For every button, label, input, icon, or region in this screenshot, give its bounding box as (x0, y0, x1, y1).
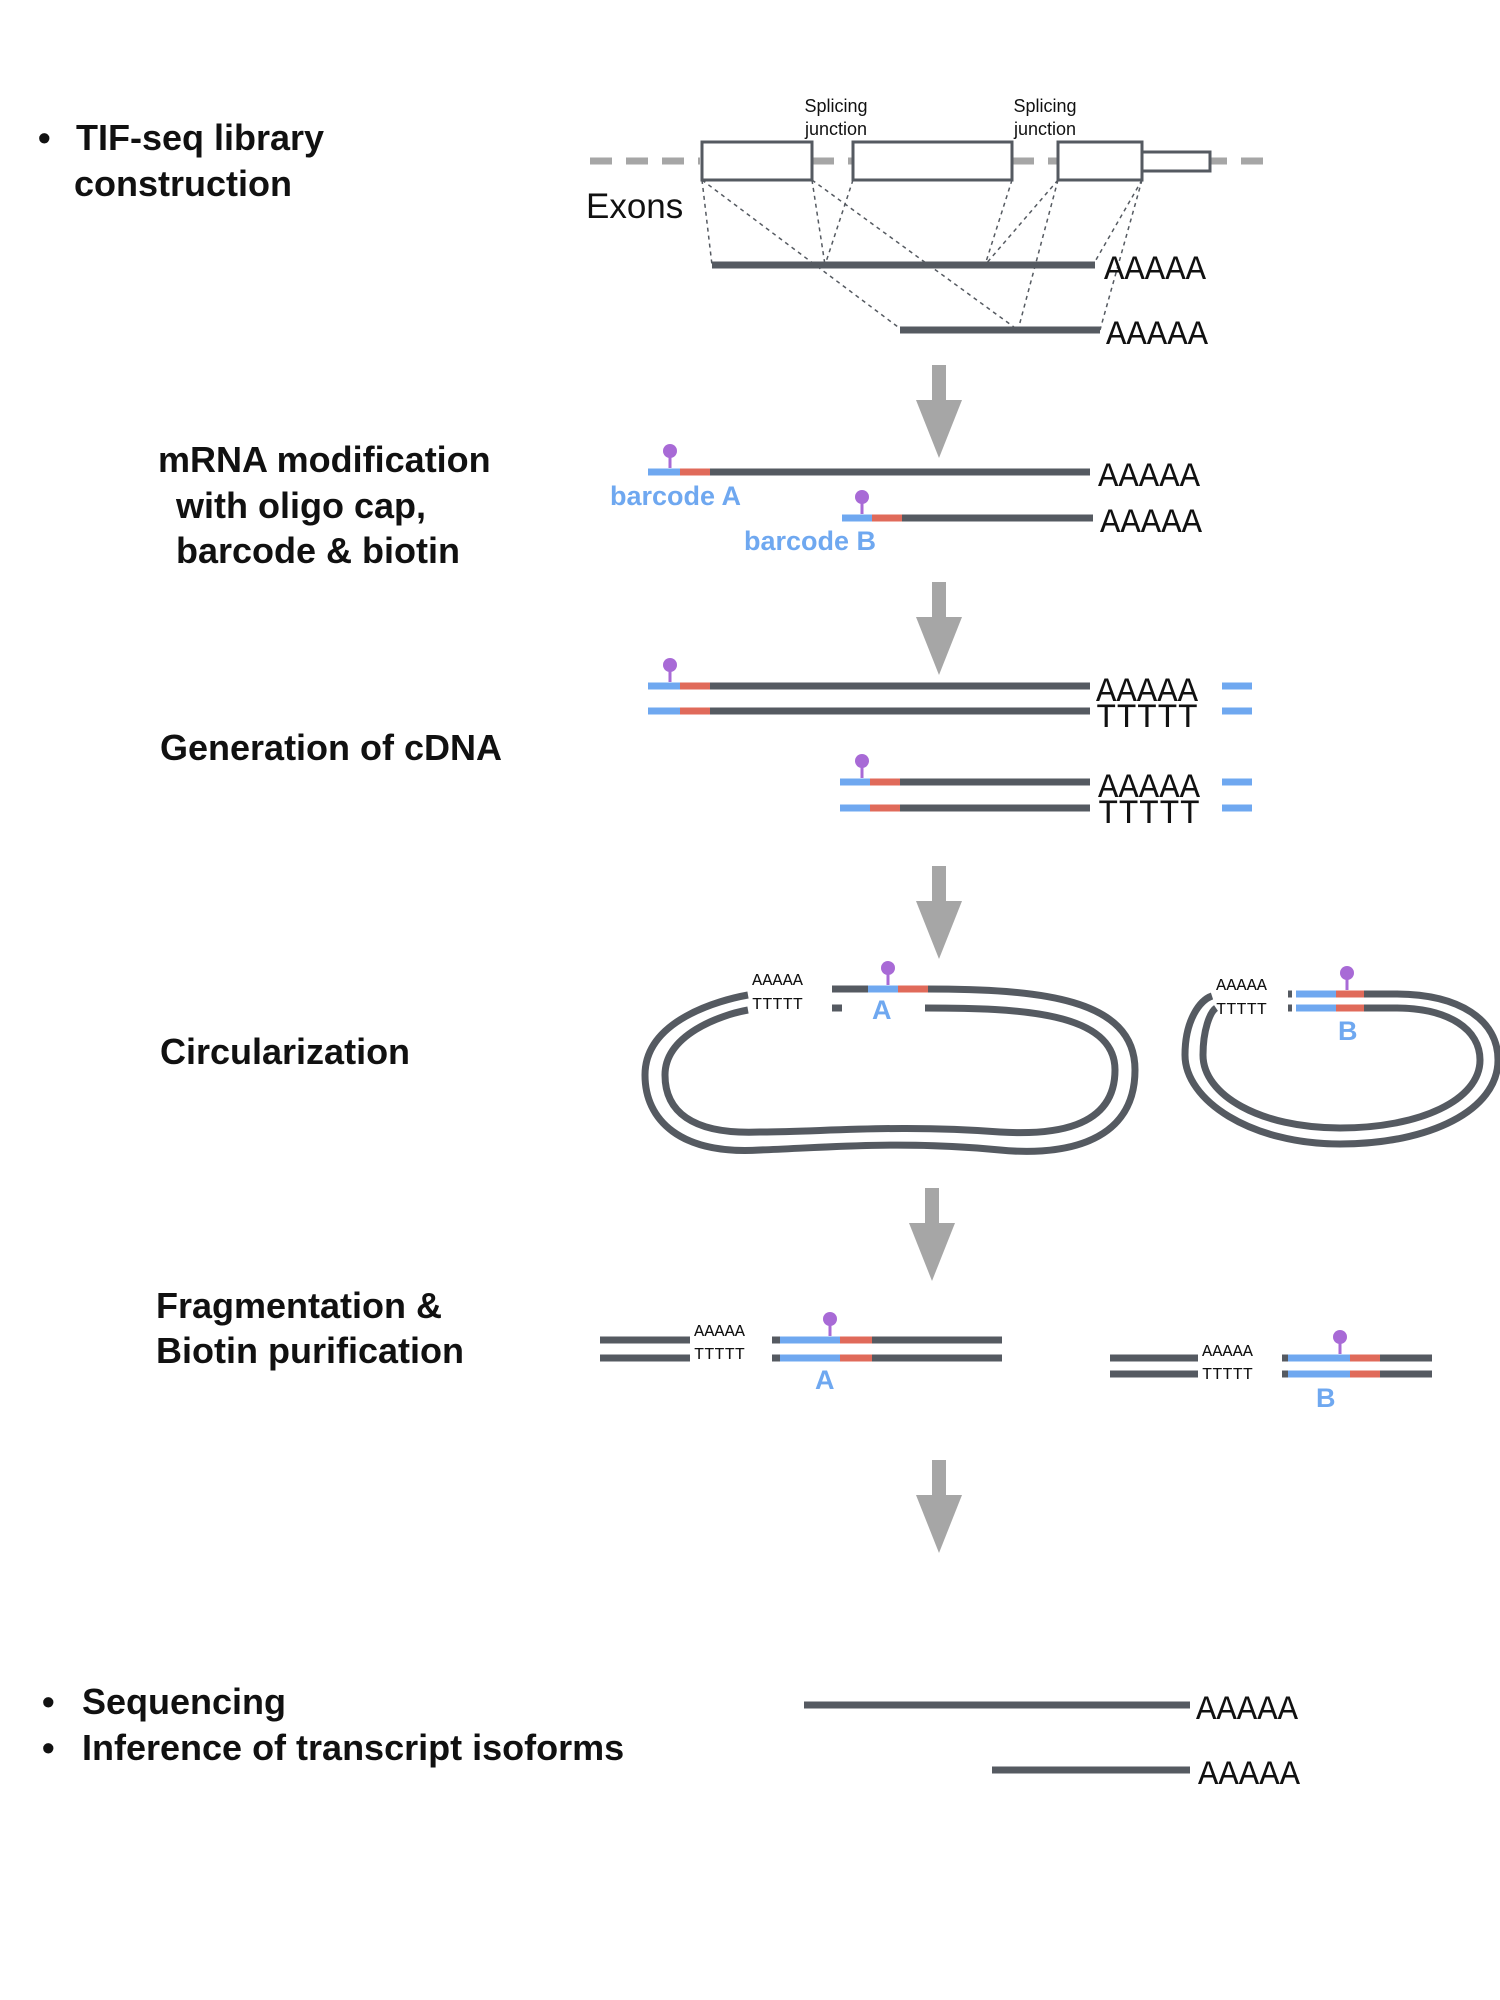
circle-b-inner-strand (1199, 1004, 1484, 1132)
fragment-a: AAAAA TTTTT A (600, 1312, 1002, 1395)
circle-b-polyT: TTTTT (1216, 1001, 1267, 1020)
circle-a-polyA: AAAAA (752, 972, 804, 991)
step1-title-line2: construction (74, 163, 292, 204)
isoform1-polyA: AAAAA (1104, 252, 1207, 290)
isoform2-polyA: AAAAA (1106, 317, 1209, 355)
biotin-icon (663, 658, 677, 672)
down-arrow-4 (909, 1188, 955, 1281)
fragment-b-barcode-label: B (1316, 1383, 1336, 1413)
gene-model: Splicing junction Splicing junction Exon… (586, 96, 1275, 355)
exons-label: Exons (586, 187, 683, 226)
down-arrow-5 (916, 1460, 962, 1553)
step5-title-line2: Biotin purification (156, 1330, 464, 1371)
mrna-b-polyA: AAAAA (1100, 505, 1203, 543)
step2-title-line1: mRNA modification (158, 439, 491, 480)
exon-3 (1056, 140, 1144, 182)
circle-b-outer-strand (1181, 990, 1500, 1148)
exon-1 (700, 140, 814, 182)
barcode-b-label: barcode B (744, 526, 876, 556)
fragment-b: AAAAA TTTTT B (1110, 1330, 1432, 1413)
biotin-icon (855, 754, 869, 768)
junction2-label-line1: Splicing (1013, 96, 1076, 116)
circular-cdna-b: AAAAA TTTTT B (1181, 966, 1500, 1148)
biotin-icon (1333, 1330, 1347, 1344)
circle-a-inner-strand (661, 1004, 1119, 1137)
cdna-duplex-b: AAAAA TTTTT (840, 754, 1252, 834)
modified-mrna-b: AAAAA barcode B (744, 490, 1203, 556)
biotin-b-icon (855, 490, 869, 504)
cdna-a-polyT: TTTTT (1096, 700, 1198, 738)
fragment-a-polyA: AAAAA (694, 1323, 746, 1342)
fragment-a-polyT: TTTTT (694, 1346, 745, 1365)
step2-label: mRNA modification with oligo cap, barcod… (158, 439, 491, 571)
junction2-label-line2: junction (1013, 119, 1076, 139)
circle-b-barcode-label: B (1338, 1016, 1358, 1046)
step3-title: Generation of cDNA (160, 727, 502, 768)
fragment-b-polyT: TTTTT (1202, 1366, 1253, 1385)
circular-cdna-a: AAAAA TTTTT A (641, 961, 1139, 1155)
step1-title-line1: TIF-seq library (76, 117, 324, 158)
mrna-a-polyA: AAAAA (1098, 459, 1201, 497)
junction1-label-line1: Splicing (804, 96, 867, 116)
exon-2 (851, 140, 1014, 182)
inferred-isoforms: AAAAA AAAAA (804, 1692, 1301, 1795)
step2-title-line3: barcode & biotin (176, 530, 460, 571)
cdna-a-polyA: AAAAA (1096, 674, 1199, 712)
down-arrow-2 (916, 582, 962, 675)
circle-a-polyT: TTTTT (752, 996, 803, 1015)
modified-mrna-a: AAAAA barcode A (610, 444, 1201, 511)
inferred-isoform-1-polyA: AAAAA (1196, 1692, 1299, 1730)
inferred-isoform-2-polyA: AAAAA (1198, 1757, 1301, 1795)
junction1-label-line2: junction (804, 119, 867, 139)
biotin-icon (881, 961, 895, 975)
fragment-b-polyA: AAAAA (1202, 1343, 1254, 1362)
step6-title-line2: Inference of transcript isoforms (82, 1727, 624, 1768)
step1-label: • TIF-seq library construction (38, 117, 324, 204)
down-arrow-1 (916, 365, 962, 458)
step2-title-line2: with oligo cap, (175, 485, 426, 526)
step5-label: Fragmentation & Biotin purification (156, 1285, 464, 1371)
biotin-icon (1340, 966, 1354, 980)
exon-mapping-lines (701, 179, 1143, 331)
biotin-a-icon (663, 444, 677, 458)
cdna-duplex-a: AAAAA TTTTT (648, 658, 1252, 738)
cdna-b-polyT: TTTTT (1098, 796, 1200, 834)
circle-a-outer-strand (641, 985, 1139, 1155)
step6-bullet2: • (42, 1727, 55, 1768)
utr-3prime (1140, 150, 1212, 173)
step1-bullet: • (38, 117, 51, 158)
step6-label: • Sequencing • Inference of transcript i… (42, 1681, 624, 1768)
down-arrow-3 (916, 866, 962, 959)
circle-b-polyA: AAAAA (1216, 977, 1268, 996)
circle-a-barcode-label: A (872, 995, 892, 1025)
step-arrows (909, 365, 962, 1553)
barcode-a-label: barcode A (610, 481, 741, 511)
biotin-icon (823, 1312, 837, 1326)
fragment-a-barcode-label: A (815, 1365, 835, 1395)
cdna-b-polyA: AAAAA (1098, 770, 1201, 808)
step6-bullet1: • (42, 1681, 55, 1722)
step6-title-line1: Sequencing (82, 1681, 286, 1722)
step4-title: Circularization (160, 1031, 410, 1072)
step5-title-line1: Fragmentation & (156, 1285, 442, 1326)
